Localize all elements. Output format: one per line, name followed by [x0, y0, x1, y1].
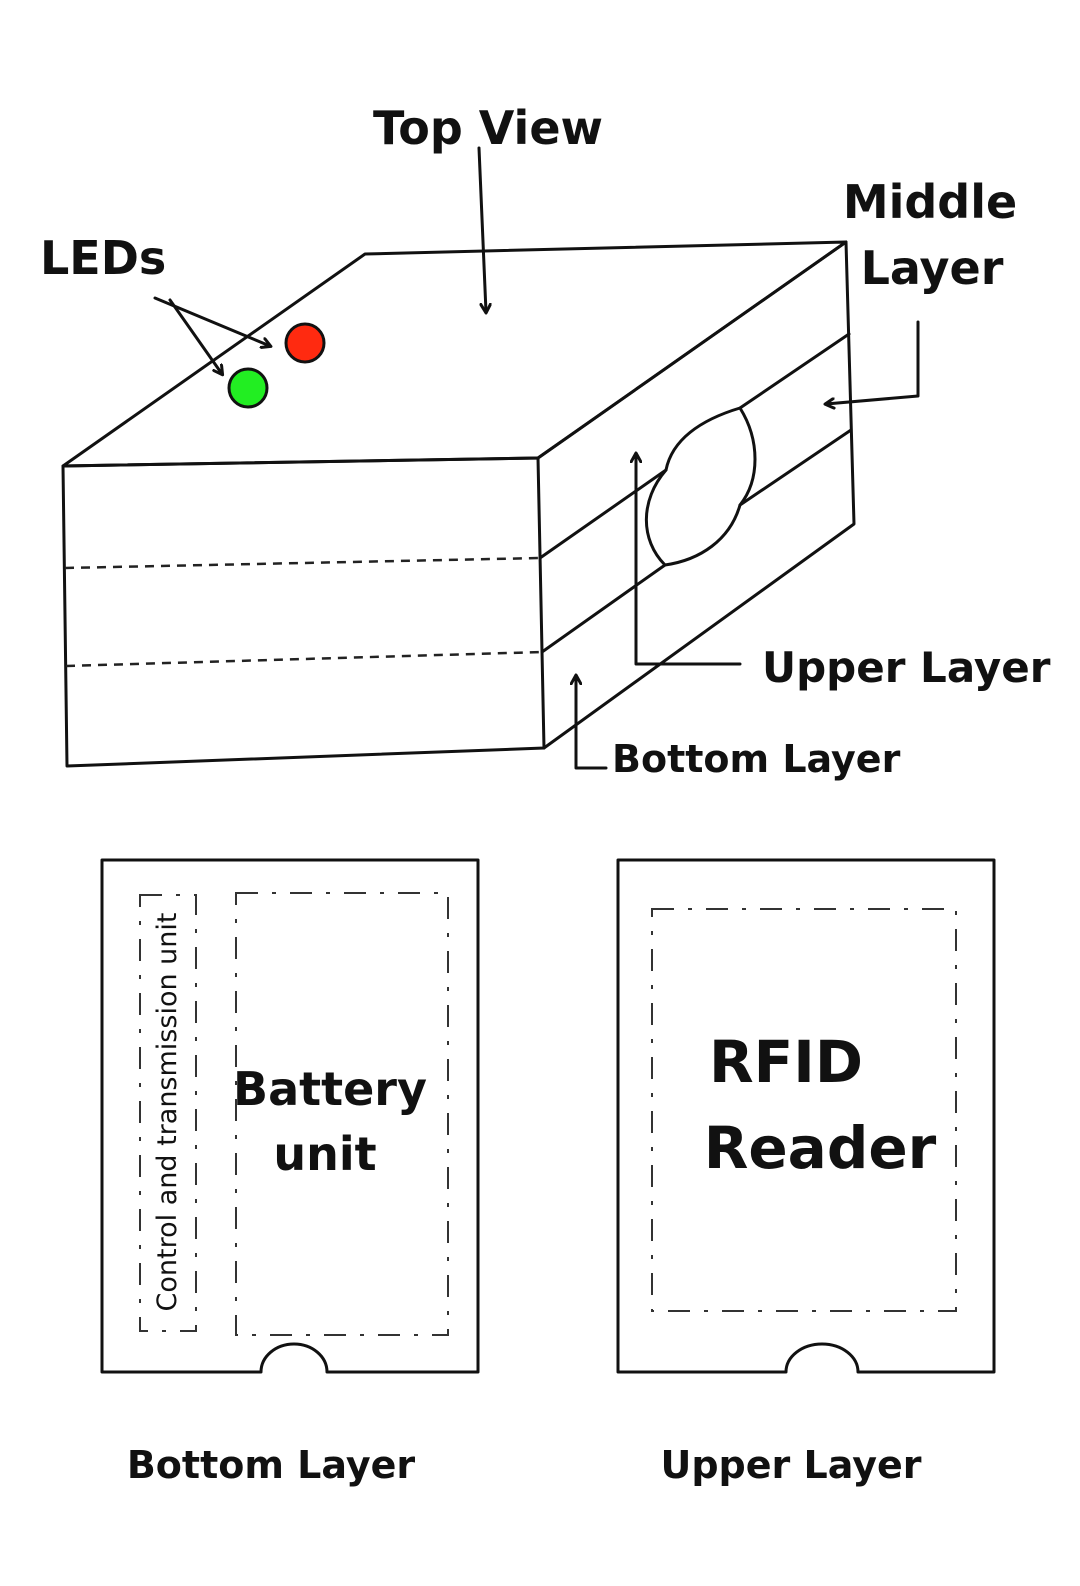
label-middle-layer-2: Layer: [861, 241, 1004, 295]
led-green: [227, 367, 269, 409]
front-divider-lower: [65, 650, 543, 668]
bottom-layer-arrow: [576, 676, 608, 770]
box-3d: [61, 240, 856, 768]
label-leds: LEDs: [40, 231, 166, 285]
led-red: [284, 322, 326, 364]
bottom-layer-panel: Control and transmission unit Battery un…: [100, 858, 480, 1374]
control-unit-label: Control and transmission unit: [152, 913, 183, 1312]
label-middle-layer-1: Middle: [843, 175, 1017, 229]
bottom-panel-outline: [100, 858, 480, 1374]
upper-layer-panel: RFID Reader: [616, 858, 996, 1374]
right-divider-upper: [538, 332, 851, 560]
leds-arrow-green: [168, 298, 222, 374]
box-front-face: [61, 456, 546, 768]
battery-unit-label-1: Battery: [233, 1062, 427, 1116]
middle-layer-arrow: [826, 320, 920, 404]
upper-panel-caption: Upper Layer: [661, 1443, 922, 1487]
box-right-face: [536, 240, 856, 750]
rfid-label-2: Reader: [704, 1114, 937, 1182]
label-bottom-layer: Bottom Layer: [612, 737, 901, 781]
control-unit-region: [139, 894, 197, 1332]
right-divider-lower: [540, 428, 853, 654]
right-face-notch: [644, 406, 757, 567]
rfid-label-1: RFID: [709, 1028, 863, 1096]
bottom-panel-caption: Bottom Layer: [127, 1443, 416, 1487]
rfid-reader-region: [651, 908, 957, 1312]
battery-unit-label-2: unit: [273, 1127, 376, 1181]
label-upper-layer: Upper Layer: [762, 643, 1051, 692]
top-view-arrow: [477, 146, 486, 312]
upper-layer-arrow: [636, 454, 742, 666]
box-top-face: [61, 240, 848, 468]
label-top-view: Top View: [373, 101, 603, 155]
upper-panel-outline: [616, 858, 996, 1374]
callouts: [153, 146, 920, 770]
front-divider-upper: [64, 556, 541, 570]
battery-unit-region: [235, 892, 449, 1336]
